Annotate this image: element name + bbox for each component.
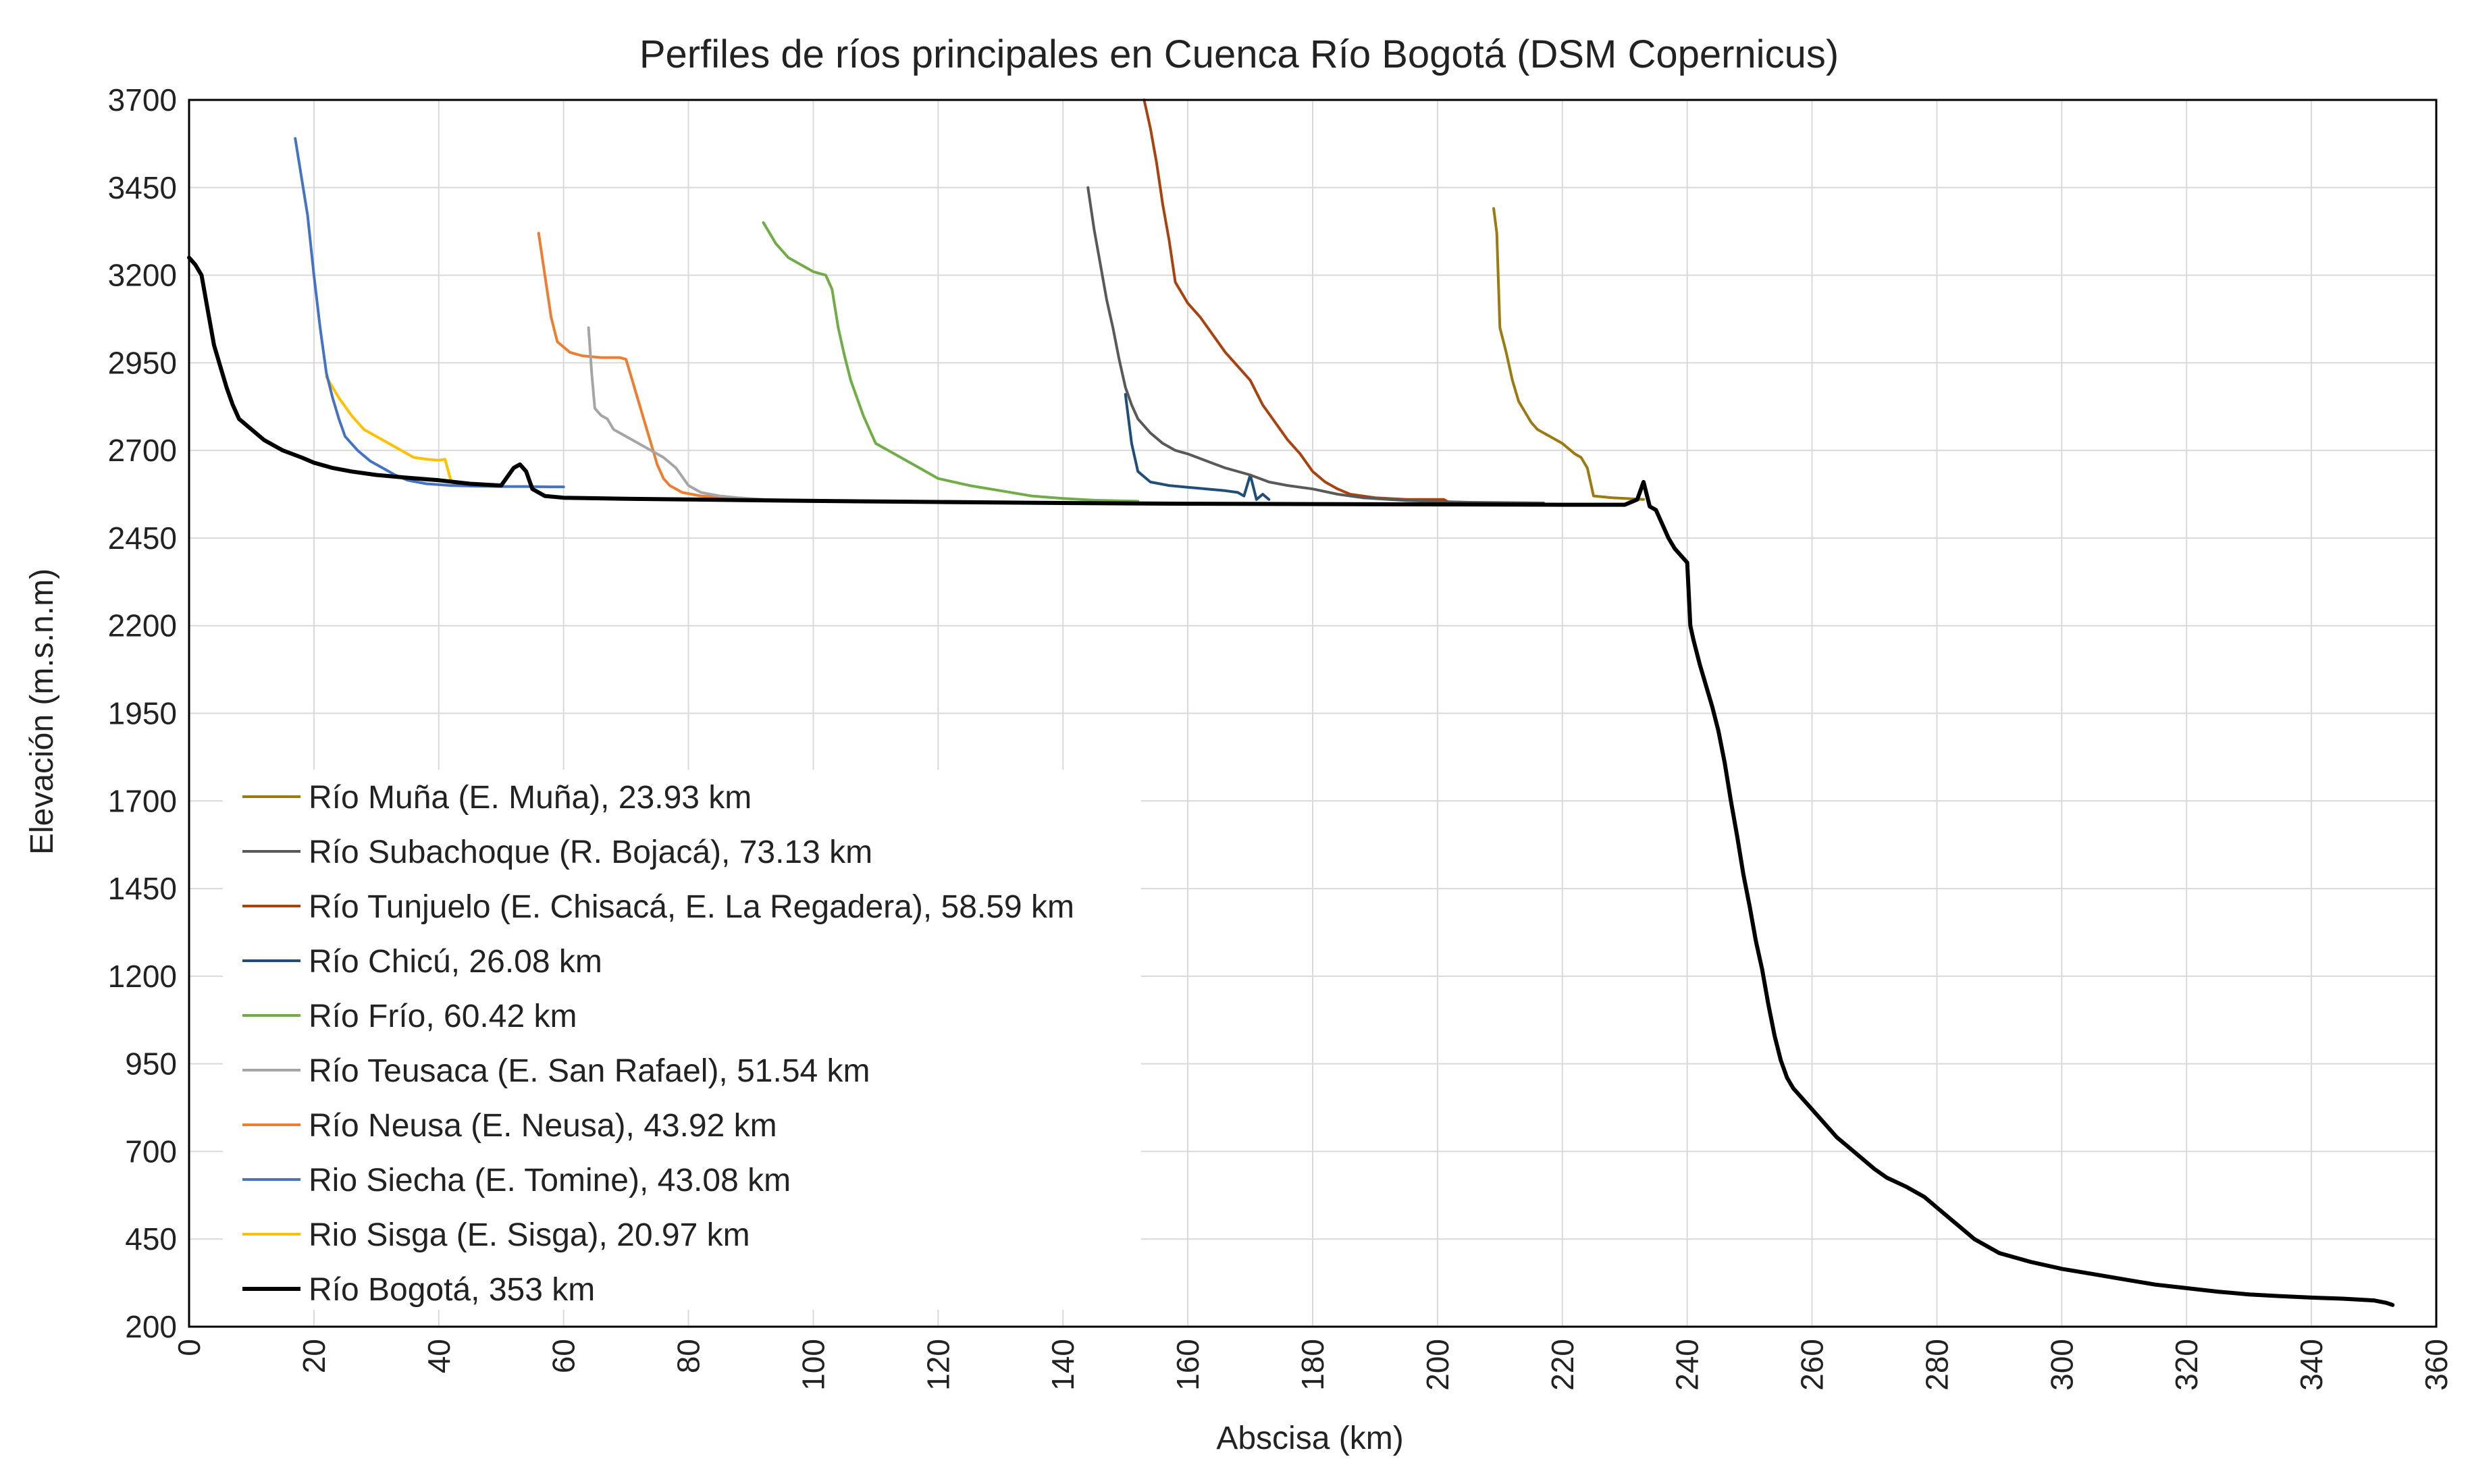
legend-background <box>223 770 1141 1310</box>
legend-entry-label: Río Tunjuelo (E. Chisacá, E. La Regadera… <box>309 889 1074 925</box>
x-tick-label: 160 <box>1170 1339 1205 1391</box>
x-tick-label: 60 <box>546 1339 581 1373</box>
series-line-rio-bogota <box>187 255 2395 1307</box>
y-tick-label: 3200 <box>108 258 177 293</box>
series-line-rio-subachoque-r-bojaca <box>1086 186 1545 504</box>
x-tick-label: 140 <box>1045 1339 1080 1391</box>
x-tick-label: 240 <box>1670 1339 1705 1391</box>
x-tick-label: 180 <box>1295 1339 1330 1391</box>
x-tick-label: 260 <box>1795 1339 1830 1391</box>
y-axis-label: Elevación (m.s.n.m) <box>24 568 60 855</box>
x-tick-labels: 0 20 40 60 80 100 120 140 160 180 200 220 240 260 280 3… <box>172 1339 2454 1391</box>
legend-entry-label: Río Frío, 60.42 km <box>309 999 577 1034</box>
chart-title: Perfiles de ríos principales en Cuenca R… <box>639 32 1839 76</box>
legend-entry-label: Rio Sisga (E. Sisga), 20.97 km <box>309 1217 750 1253</box>
series-line-rio-tunjuelo-e-chisaca <box>1143 99 1452 504</box>
y-tick-label: 950 <box>125 1046 177 1082</box>
series-line-rio-neusa-e-neusa <box>537 232 815 502</box>
series-line-rio-muna-e-muna <box>1492 207 1645 501</box>
y-tick-label: 200 <box>125 1309 177 1344</box>
y-tick-label: 700 <box>125 1134 177 1169</box>
legend-entry-label: Río Muña (E. Muña), 23.93 km <box>309 780 752 816</box>
y-tick-label: 2950 <box>108 345 177 380</box>
y-tick-label: 3450 <box>108 170 177 205</box>
y-tick-label: 1700 <box>108 783 177 818</box>
x-tick-label: 0 <box>172 1339 207 1356</box>
y-tick-label: 2700 <box>108 433 177 468</box>
y-tick-label: 2200 <box>108 608 177 643</box>
legend-entry-label: Rio Siecha (E. Tomine), 43.08 km <box>309 1163 791 1198</box>
y-tick-label: 3700 <box>108 82 177 117</box>
series-layer <box>187 99 2395 1307</box>
y-tick-labels: 200 450 700 950 1200 1450 1700 1950 2200 2450 2700… <box>108 82 177 1344</box>
x-tick-label: 320 <box>2169 1339 2204 1391</box>
y-tick-label: 1950 <box>108 696 177 731</box>
y-tick-label: 450 <box>125 1221 177 1256</box>
legend-entry-label: Río Chicú, 26.08 km <box>309 944 602 980</box>
legend-entry-label: Río Subachoque (R. Bojacá), 73.13 km <box>309 834 872 870</box>
y-tick-label: 2450 <box>108 521 177 556</box>
x-tick-label: 340 <box>2294 1339 2329 1391</box>
x-tick-label: 200 <box>1420 1339 1455 1391</box>
x-tick-label: 40 <box>421 1339 456 1373</box>
x-tick-label: 120 <box>920 1339 955 1391</box>
legend-entry-label: Río Neusa (E. Neusa), 43.92 km <box>309 1108 777 1144</box>
legend: Río Muña (E. Muña), 23.93 km Río Subachoq… <box>242 780 1074 1308</box>
series-line-rio-chicu <box>1124 393 1271 501</box>
x-tick-label: 300 <box>2044 1339 2079 1391</box>
series-line-rio-frio <box>762 221 1140 503</box>
x-tick-label: 80 <box>671 1339 706 1373</box>
x-tick-label: 20 <box>296 1339 332 1373</box>
x-tick-label: 280 <box>1919 1339 1954 1391</box>
x-tick-label: 100 <box>795 1339 831 1391</box>
legend-entry-label: Río Bogotá, 353 km <box>309 1272 595 1308</box>
y-tick-label: 1200 <box>108 959 177 994</box>
x-axis-label: Abscisa (km) <box>1216 1421 1403 1456</box>
legend-entry-label: Río Teusaca (E. San Rafael), 51.54 km <box>309 1053 870 1089</box>
series-line-rio-sisga-e-sisga <box>325 375 459 487</box>
x-tick-label: 220 <box>1545 1339 1580 1391</box>
x-tick-label: 360 <box>2419 1339 2454 1391</box>
plot-frame <box>188 99 2438 1328</box>
y-tick-label: 1450 <box>108 871 177 906</box>
